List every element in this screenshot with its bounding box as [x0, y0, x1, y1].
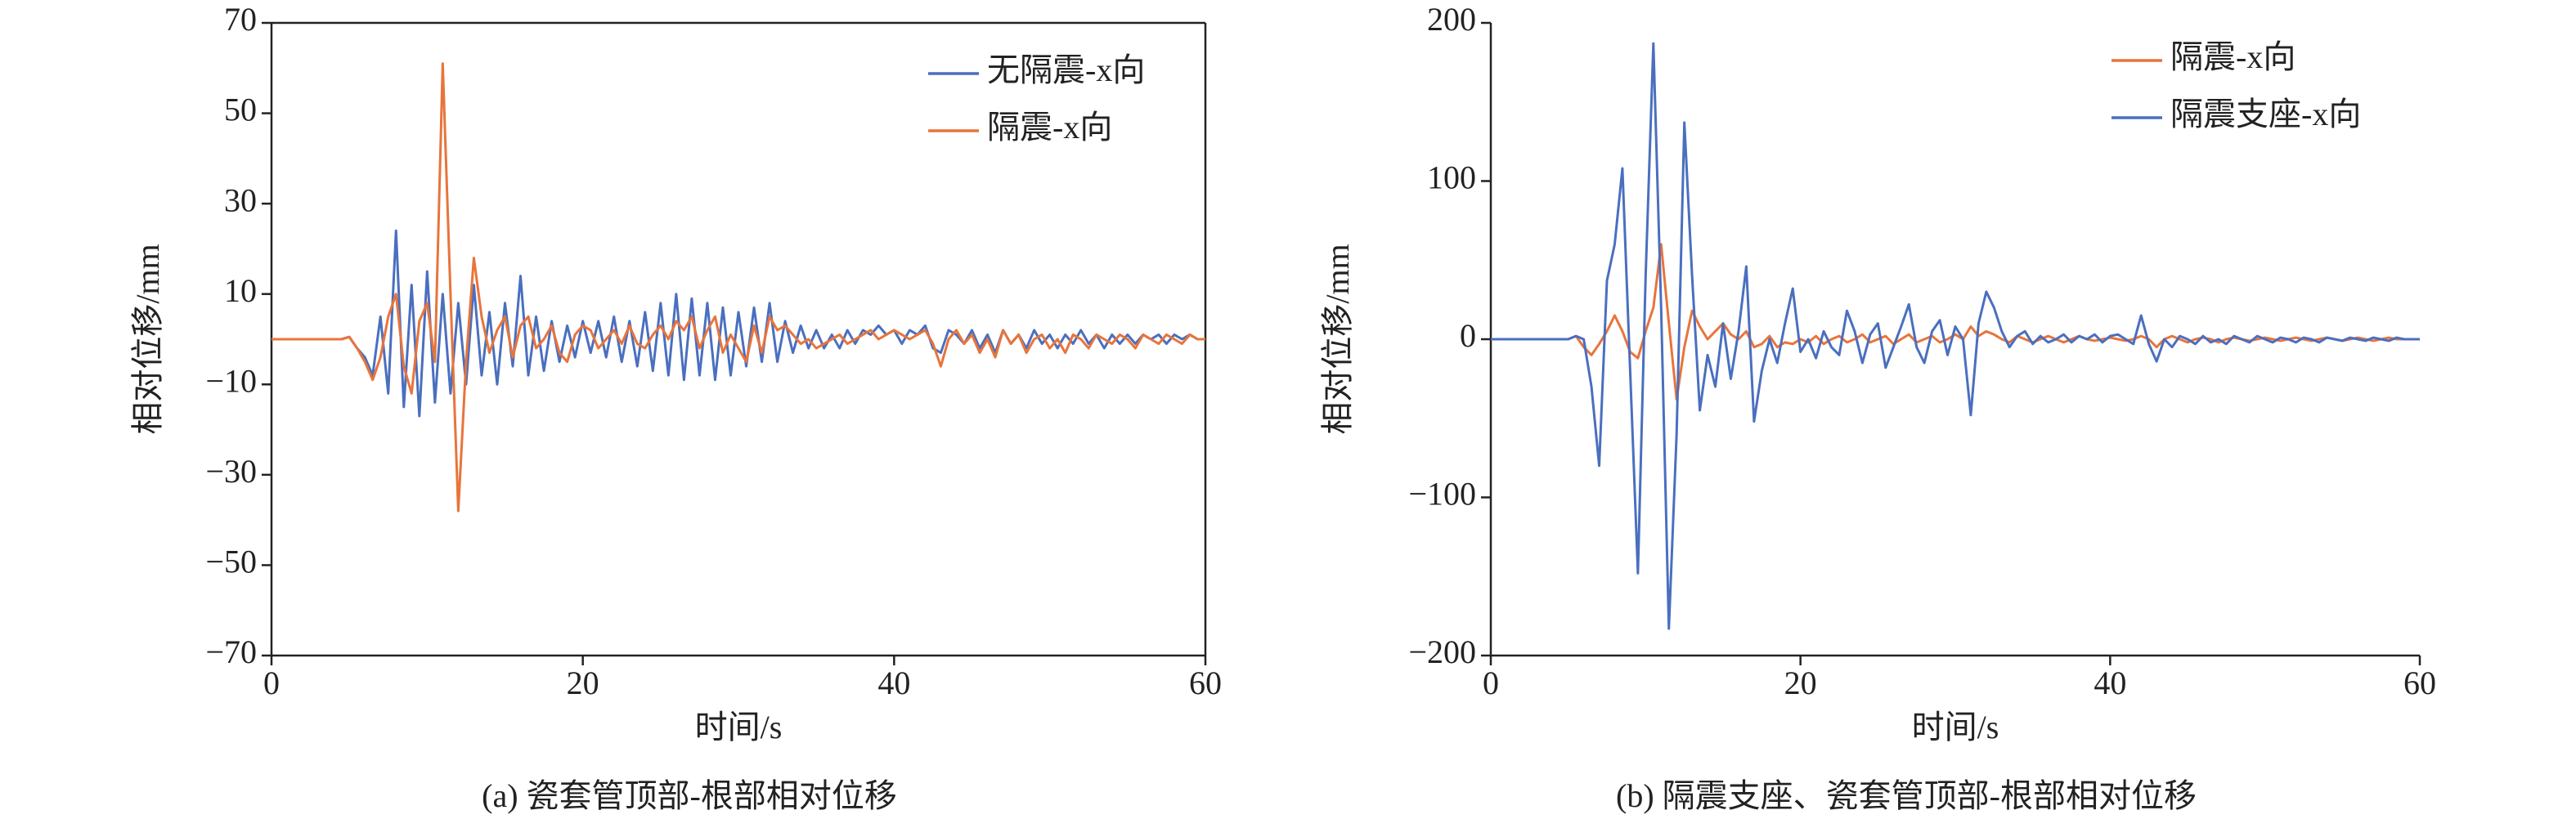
y-tick-label: 200 [1427, 1, 1476, 38]
x-tick-label: 60 [2403, 665, 2436, 701]
y-axis-label: 相对位移/mm [1319, 244, 1356, 434]
x-tick-label: 40 [877, 665, 910, 701]
y-tick-label: −50 [205, 544, 257, 580]
y-tick-label: 100 [1427, 159, 1476, 196]
x-axis-label: 时间/s [695, 709, 783, 745]
x-axis-label: 时间/s [1912, 709, 1999, 745]
data-line [272, 62, 1205, 512]
x-tick-label: 20 [567, 665, 599, 701]
y-tick-label: 10 [224, 272, 257, 309]
x-tick-label: 20 [1784, 665, 1817, 701]
y-tick-label: −70 [205, 633, 257, 670]
y-tick-label: 70 [224, 1, 257, 38]
data-line [1491, 243, 2420, 401]
x-tick-label: 40 [2094, 665, 2126, 701]
x-tick-label: 60 [1189, 665, 1222, 701]
x-tick-label: 0 [1483, 665, 1499, 701]
legend-label: 无隔震-x向 [987, 51, 1145, 88]
y-tick-label: 50 [224, 92, 257, 128]
y-tick-label: 30 [224, 181, 257, 218]
y-tick-label: −10 [205, 362, 257, 399]
y-tick-label: −100 [1408, 476, 1476, 512]
chart-caption: (a) 瓷套管顶部-根部相对位移 [482, 777, 897, 814]
y-tick-label: −30 [205, 453, 257, 490]
legend-label: 隔震-x向 [987, 109, 1112, 145]
legend-label: 隔震支座-x向 [2170, 96, 2361, 132]
y-axis-label: 相对位移/mm [129, 244, 166, 434]
y-tick-label: −200 [1408, 633, 1476, 670]
chart-caption: (b) 隔震支座、瓷套管顶部-根部相对位移 [1616, 777, 2197, 814]
data-line [272, 229, 1205, 418]
data-line [1491, 42, 2420, 630]
x-tick-label: 0 [263, 665, 280, 701]
legend-label: 隔震-x向 [2170, 38, 2296, 75]
y-tick-label: 0 [1460, 317, 1476, 354]
